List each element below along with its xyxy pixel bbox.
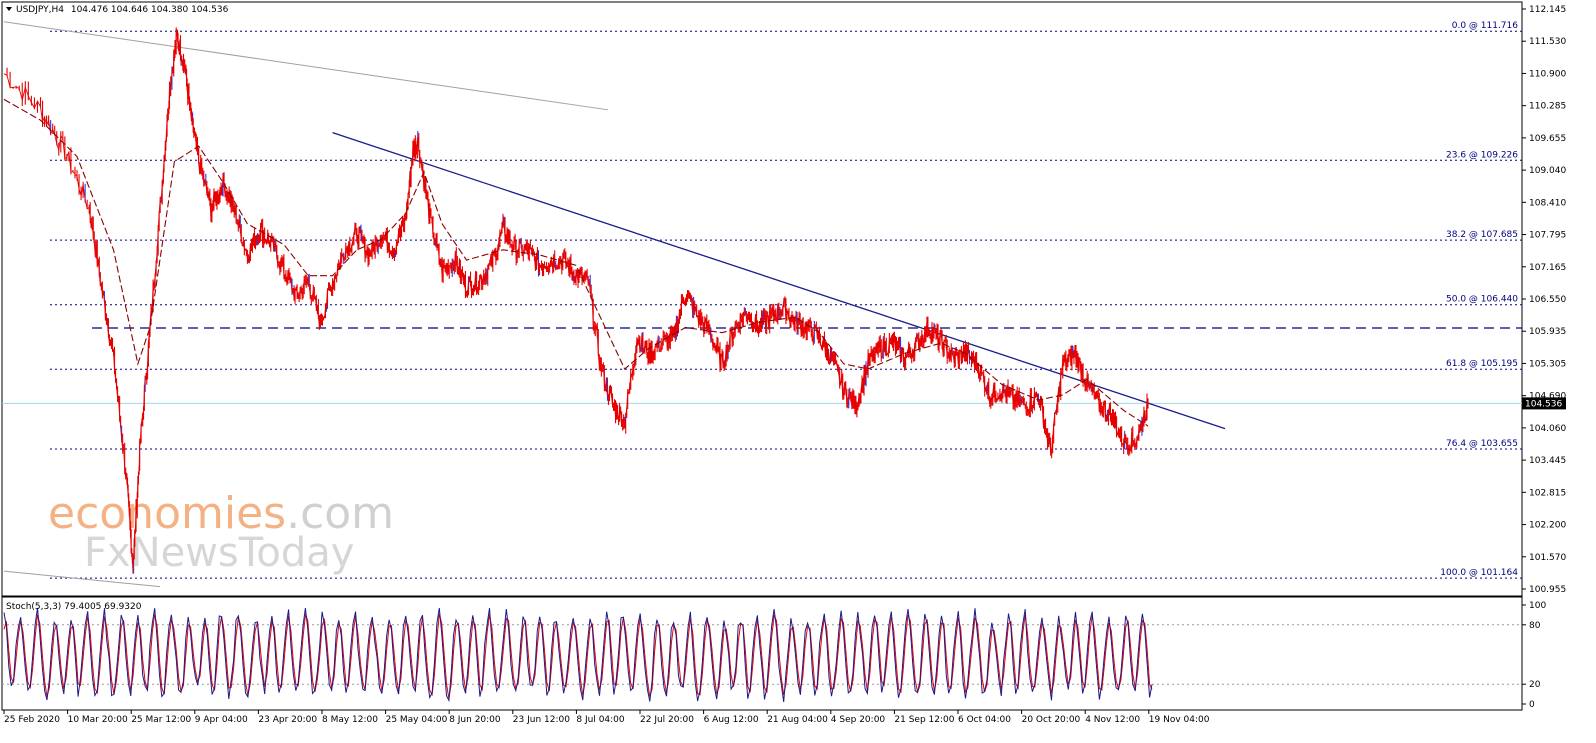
price-tick-label: 109.655 bbox=[1529, 134, 1566, 144]
time-tick-label: 4 Nov 12:00 bbox=[1085, 715, 1140, 725]
time-tick-label: 22 Jul 20:00 bbox=[640, 715, 694, 725]
chart-symbol: USDJPY,H4 bbox=[16, 5, 64, 15]
descending-trendline bbox=[332, 132, 1226, 430]
fibo-level-label: 76.4 @ 103.655 bbox=[1446, 439, 1518, 449]
price-line bbox=[3, 32, 1149, 572]
channel-trendline bbox=[3, 570, 161, 588]
price-tick-label: 109.040 bbox=[1529, 166, 1566, 176]
time-tick-label: 25 Feb 2020 bbox=[4, 715, 60, 725]
watermark: economies.com FxNewsToday bbox=[48, 488, 394, 576]
price-tick-label: 102.200 bbox=[1529, 521, 1566, 531]
price-tick-label: 106.550 bbox=[1529, 295, 1566, 305]
price-tick-label: 108.410 bbox=[1529, 198, 1566, 208]
stoch-tick-label: 80 bbox=[1529, 621, 1541, 631]
price-axis: 112.145 111.530 110.900 110.285 109.655 109.0… bbox=[1522, 5, 1566, 595]
stochastic-panel: 100 80 20 0 bbox=[2, 601, 1546, 710]
current-price-tag: 104.536 bbox=[1522, 397, 1566, 410]
time-tick-label: 23 Apr 20:00 bbox=[258, 715, 317, 725]
moving-average-line bbox=[3, 98, 1149, 427]
price-tick-label: 110.285 bbox=[1529, 102, 1566, 112]
price-tick-label: 107.795 bbox=[1529, 231, 1566, 241]
chart-menu-triangle-icon[interactable] bbox=[6, 7, 12, 11]
fibonacci-levels: 0.0 @ 111.716 23.6 @ 109.226 38.2 @ 107.68… bbox=[50, 21, 1522, 579]
time-tick-label: 25 May 04:00 bbox=[386, 715, 448, 725]
stoch-panel-frame bbox=[1, 596, 1523, 711]
stoch-tick-label: 100 bbox=[1529, 601, 1546, 611]
time-tick-label: 25 Mar 12:00 bbox=[131, 715, 191, 725]
time-tick-label: 8 Jul 04:00 bbox=[576, 715, 625, 725]
price-tick-label: 103.445 bbox=[1529, 456, 1566, 466]
price-tick-label: 100.955 bbox=[1529, 585, 1566, 595]
moving-average bbox=[3, 98, 1149, 427]
time-tick-label: 10 Mar 20:00 bbox=[68, 715, 128, 725]
price-tick-label: 105.935 bbox=[1529, 327, 1566, 337]
price-tick-label: 104.690 bbox=[1529, 392, 1566, 402]
stoch-tick-label: 20 bbox=[1529, 680, 1541, 690]
time-tick-label: 6 Aug 12:00 bbox=[704, 715, 759, 725]
svg-text:economies.com: economies.com bbox=[48, 488, 394, 539]
svg-text:USDJPY,H4 104.476 104.646: USDJPY,H4 104.476 104.646 104.380 104.53… bbox=[16, 5, 229, 15]
stoch-header: Stoch(5,3,3) 79.4005 69.9320 bbox=[6, 602, 142, 612]
price-tick-label: 104.060 bbox=[1529, 424, 1566, 434]
price-tick-label: 111.530 bbox=[1529, 37, 1566, 47]
time-axis: 25 Feb 2020 10 Mar 20:00 25 Mar 12:00 9 Apr… bbox=[3, 710, 1210, 725]
price-tick-label: 110.900 bbox=[1529, 69, 1566, 79]
time-tick-label: 4 Sep 20:00 bbox=[831, 715, 886, 725]
price-tick-label: 102.815 bbox=[1529, 488, 1566, 498]
price-tick-label: 112.145 bbox=[1529, 5, 1566, 15]
time-tick-label: 9 Apr 04:00 bbox=[195, 715, 248, 725]
chart-ohlc: 104.476 104.646 104.380 104.536 bbox=[71, 5, 229, 15]
stoch-main-line bbox=[3, 607, 1153, 703]
price-tick-label: 105.305 bbox=[1529, 359, 1566, 369]
watermark-fxnewstoday: FxNewsToday bbox=[84, 530, 354, 576]
time-tick-label: 8 May 12:00 bbox=[322, 715, 378, 725]
fibo-level-label: 38.2 @ 107.685 bbox=[1446, 230, 1518, 240]
time-tick-label: 23 Jun 12:00 bbox=[513, 715, 570, 725]
fibo-level-label: 50.0 @ 106.440 bbox=[1446, 295, 1518, 305]
channel-trendline bbox=[3, 21, 609, 111]
fibo-level-label: 100.0 @ 101.164 bbox=[1440, 568, 1518, 578]
trendlines bbox=[3, 21, 1226, 588]
stoch-tick-label: 0 bbox=[1529, 700, 1535, 710]
time-tick-label: 19 Nov 04:00 bbox=[1149, 715, 1210, 725]
price-tick-label: 101.570 bbox=[1529, 553, 1566, 563]
watermark-economies: economies bbox=[48, 488, 286, 539]
fibo-level-label: 23.6 @ 109.226 bbox=[1446, 150, 1518, 160]
time-tick-label: 20 Oct 20:00 bbox=[1022, 715, 1081, 725]
time-tick-label: 8 Jun 20:00 bbox=[449, 715, 501, 725]
price-series bbox=[3, 27, 1149, 574]
fibo-level-label: 0.0 @ 111.716 bbox=[1452, 21, 1519, 31]
stoch-signal-line bbox=[3, 613, 1153, 699]
time-tick-label: 21 Sep 12:00 bbox=[894, 715, 954, 725]
current-price-value: 104.536 bbox=[1525, 399, 1562, 409]
time-tick-label: 6 Oct 04:00 bbox=[958, 715, 1011, 725]
time-tick-label: 21 Aug 04:00 bbox=[767, 715, 828, 725]
price-tick-label: 107.165 bbox=[1529, 263, 1566, 273]
watermark-com: .com bbox=[286, 488, 394, 539]
fibo-level-label: 61.8 @ 105.195 bbox=[1446, 359, 1518, 369]
